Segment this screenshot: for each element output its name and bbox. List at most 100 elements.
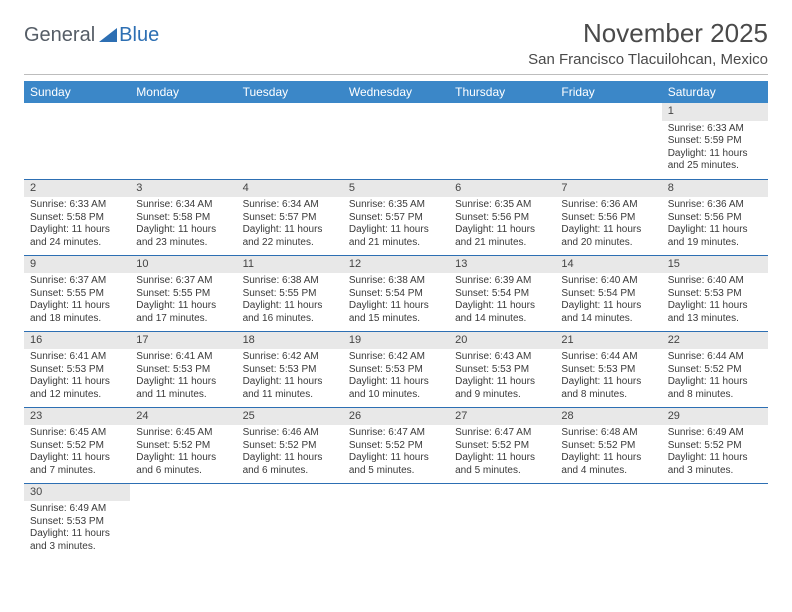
calendar-day-cell: 4Sunrise: 6:34 AMSunset: 5:57 PMDaylight… [237, 179, 343, 255]
logo-sail-icon [99, 28, 117, 42]
day-number: 14 [555, 256, 661, 274]
day-details: Sunrise: 6:47 AMSunset: 5:52 PMDaylight:… [343, 425, 449, 481]
day-number: 25 [237, 408, 343, 426]
day-number: 19 [343, 332, 449, 350]
day-number: 18 [237, 332, 343, 350]
calendar-day-cell: 12Sunrise: 6:38 AMSunset: 5:54 PMDayligh… [343, 255, 449, 331]
logo-text-general: General [24, 24, 95, 47]
location: San Francisco Tlacuilohcan, Mexico [528, 51, 768, 68]
day-number: 22 [662, 332, 768, 350]
calendar-day-cell: 11Sunrise: 6:38 AMSunset: 5:55 PMDayligh… [237, 255, 343, 331]
calendar-day-cell: 3Sunrise: 6:34 AMSunset: 5:58 PMDaylight… [130, 179, 236, 255]
calendar-day-cell: 1Sunrise: 6:33 AMSunset: 5:59 PMDaylight… [662, 103, 768, 179]
calendar-day-cell: 16Sunrise: 6:41 AMSunset: 5:53 PMDayligh… [24, 331, 130, 407]
calendar-week-row: 23Sunrise: 6:45 AMSunset: 5:52 PMDayligh… [24, 407, 768, 483]
day-number: 6 [449, 180, 555, 198]
header: General Blue November 2025 San Francisco… [24, 18, 768, 68]
weekday-header: Wednesday [343, 81, 449, 103]
calendar-day-cell: 21Sunrise: 6:44 AMSunset: 5:53 PMDayligh… [555, 331, 661, 407]
day-details: Sunrise: 6:37 AMSunset: 5:55 PMDaylight:… [130, 273, 236, 329]
calendar-day-cell: 5Sunrise: 6:35 AMSunset: 5:57 PMDaylight… [343, 179, 449, 255]
calendar-day-cell: 2Sunrise: 6:33 AMSunset: 5:58 PMDaylight… [24, 179, 130, 255]
day-number: 13 [449, 256, 555, 274]
day-details: Sunrise: 6:49 AMSunset: 5:53 PMDaylight:… [24, 501, 130, 557]
calendar-day-cell [449, 483, 555, 559]
day-details: Sunrise: 6:41 AMSunset: 5:53 PMDaylight:… [130, 349, 236, 405]
calendar-day-cell: 24Sunrise: 6:45 AMSunset: 5:52 PMDayligh… [130, 407, 236, 483]
day-number: 9 [24, 256, 130, 274]
day-number: 21 [555, 332, 661, 350]
day-details: Sunrise: 6:42 AMSunset: 5:53 PMDaylight:… [343, 349, 449, 405]
day-details: Sunrise: 6:34 AMSunset: 5:57 PMDaylight:… [237, 197, 343, 253]
day-details: Sunrise: 6:37 AMSunset: 5:55 PMDaylight:… [24, 273, 130, 329]
logo: General Blue [24, 24, 159, 47]
weekday-header: Saturday [662, 81, 768, 103]
day-number: 2 [24, 180, 130, 198]
day-number: 10 [130, 256, 236, 274]
calendar-day-cell [237, 103, 343, 179]
calendar-day-cell [662, 483, 768, 559]
weekday-header: Thursday [449, 81, 555, 103]
calendar-day-cell [24, 103, 130, 179]
day-details: Sunrise: 6:44 AMSunset: 5:53 PMDaylight:… [555, 349, 661, 405]
calendar-week-row: 9Sunrise: 6:37 AMSunset: 5:55 PMDaylight… [24, 255, 768, 331]
calendar-day-cell [130, 103, 236, 179]
day-details: Sunrise: 6:33 AMSunset: 5:59 PMDaylight:… [662, 121, 768, 177]
calendar-table: SundayMondayTuesdayWednesdayThursdayFrid… [24, 81, 768, 559]
calendar-day-cell: 13Sunrise: 6:39 AMSunset: 5:54 PMDayligh… [449, 255, 555, 331]
day-details: Sunrise: 6:34 AMSunset: 5:58 PMDaylight:… [130, 197, 236, 253]
calendar-day-cell [343, 103, 449, 179]
calendar-day-cell: 23Sunrise: 6:45 AMSunset: 5:52 PMDayligh… [24, 407, 130, 483]
day-number: 30 [24, 484, 130, 502]
calendar-week-row: 1Sunrise: 6:33 AMSunset: 5:59 PMDaylight… [24, 103, 768, 179]
calendar-day-cell: 26Sunrise: 6:47 AMSunset: 5:52 PMDayligh… [343, 407, 449, 483]
day-number: 8 [662, 180, 768, 198]
calendar-week-row: 16Sunrise: 6:41 AMSunset: 5:53 PMDayligh… [24, 331, 768, 407]
weekday-header: Sunday [24, 81, 130, 103]
calendar-day-cell: 19Sunrise: 6:42 AMSunset: 5:53 PMDayligh… [343, 331, 449, 407]
day-number: 15 [662, 256, 768, 274]
calendar-week-row: 30Sunrise: 6:49 AMSunset: 5:53 PMDayligh… [24, 483, 768, 559]
day-details: Sunrise: 6:45 AMSunset: 5:52 PMDaylight:… [130, 425, 236, 481]
calendar-day-cell [449, 103, 555, 179]
day-number: 28 [555, 408, 661, 426]
day-number: 24 [130, 408, 236, 426]
calendar-day-cell: 18Sunrise: 6:42 AMSunset: 5:53 PMDayligh… [237, 331, 343, 407]
day-details: Sunrise: 6:47 AMSunset: 5:52 PMDaylight:… [449, 425, 555, 481]
day-details: Sunrise: 6:39 AMSunset: 5:54 PMDaylight:… [449, 273, 555, 329]
title-block: November 2025 San Francisco Tlacuilohcan… [528, 18, 768, 68]
day-details: Sunrise: 6:42 AMSunset: 5:53 PMDaylight:… [237, 349, 343, 405]
day-details: Sunrise: 6:46 AMSunset: 5:52 PMDaylight:… [237, 425, 343, 481]
weekday-header: Friday [555, 81, 661, 103]
calendar-week-row: 2Sunrise: 6:33 AMSunset: 5:58 PMDaylight… [24, 179, 768, 255]
day-number: 3 [130, 180, 236, 198]
logo-text-blue: Blue [119, 24, 159, 47]
day-details: Sunrise: 6:43 AMSunset: 5:53 PMDaylight:… [449, 349, 555, 405]
day-number: 1 [662, 103, 768, 121]
calendar-day-cell: 22Sunrise: 6:44 AMSunset: 5:52 PMDayligh… [662, 331, 768, 407]
calendar-day-cell: 29Sunrise: 6:49 AMSunset: 5:52 PMDayligh… [662, 407, 768, 483]
calendar-day-cell: 8Sunrise: 6:36 AMSunset: 5:56 PMDaylight… [662, 179, 768, 255]
day-number: 17 [130, 332, 236, 350]
day-number: 7 [555, 180, 661, 198]
calendar-day-cell: 27Sunrise: 6:47 AMSunset: 5:52 PMDayligh… [449, 407, 555, 483]
header-divider [24, 74, 768, 75]
day-details: Sunrise: 6:44 AMSunset: 5:52 PMDaylight:… [662, 349, 768, 405]
weekday-header: Tuesday [237, 81, 343, 103]
day-details: Sunrise: 6:41 AMSunset: 5:53 PMDaylight:… [24, 349, 130, 405]
day-number: 12 [343, 256, 449, 274]
day-details: Sunrise: 6:40 AMSunset: 5:54 PMDaylight:… [555, 273, 661, 329]
day-details: Sunrise: 6:35 AMSunset: 5:57 PMDaylight:… [343, 197, 449, 253]
day-details: Sunrise: 6:36 AMSunset: 5:56 PMDaylight:… [555, 197, 661, 253]
day-details: Sunrise: 6:36 AMSunset: 5:56 PMDaylight:… [662, 197, 768, 253]
day-number: 26 [343, 408, 449, 426]
calendar-day-cell: 30Sunrise: 6:49 AMSunset: 5:53 PMDayligh… [24, 483, 130, 559]
calendar-day-cell: 10Sunrise: 6:37 AMSunset: 5:55 PMDayligh… [130, 255, 236, 331]
calendar-day-cell [555, 103, 661, 179]
day-details: Sunrise: 6:45 AMSunset: 5:52 PMDaylight:… [24, 425, 130, 481]
weekday-header: Monday [130, 81, 236, 103]
day-number: 20 [449, 332, 555, 350]
calendar-day-cell [130, 483, 236, 559]
day-details: Sunrise: 6:48 AMSunset: 5:52 PMDaylight:… [555, 425, 661, 481]
day-number: 29 [662, 408, 768, 426]
